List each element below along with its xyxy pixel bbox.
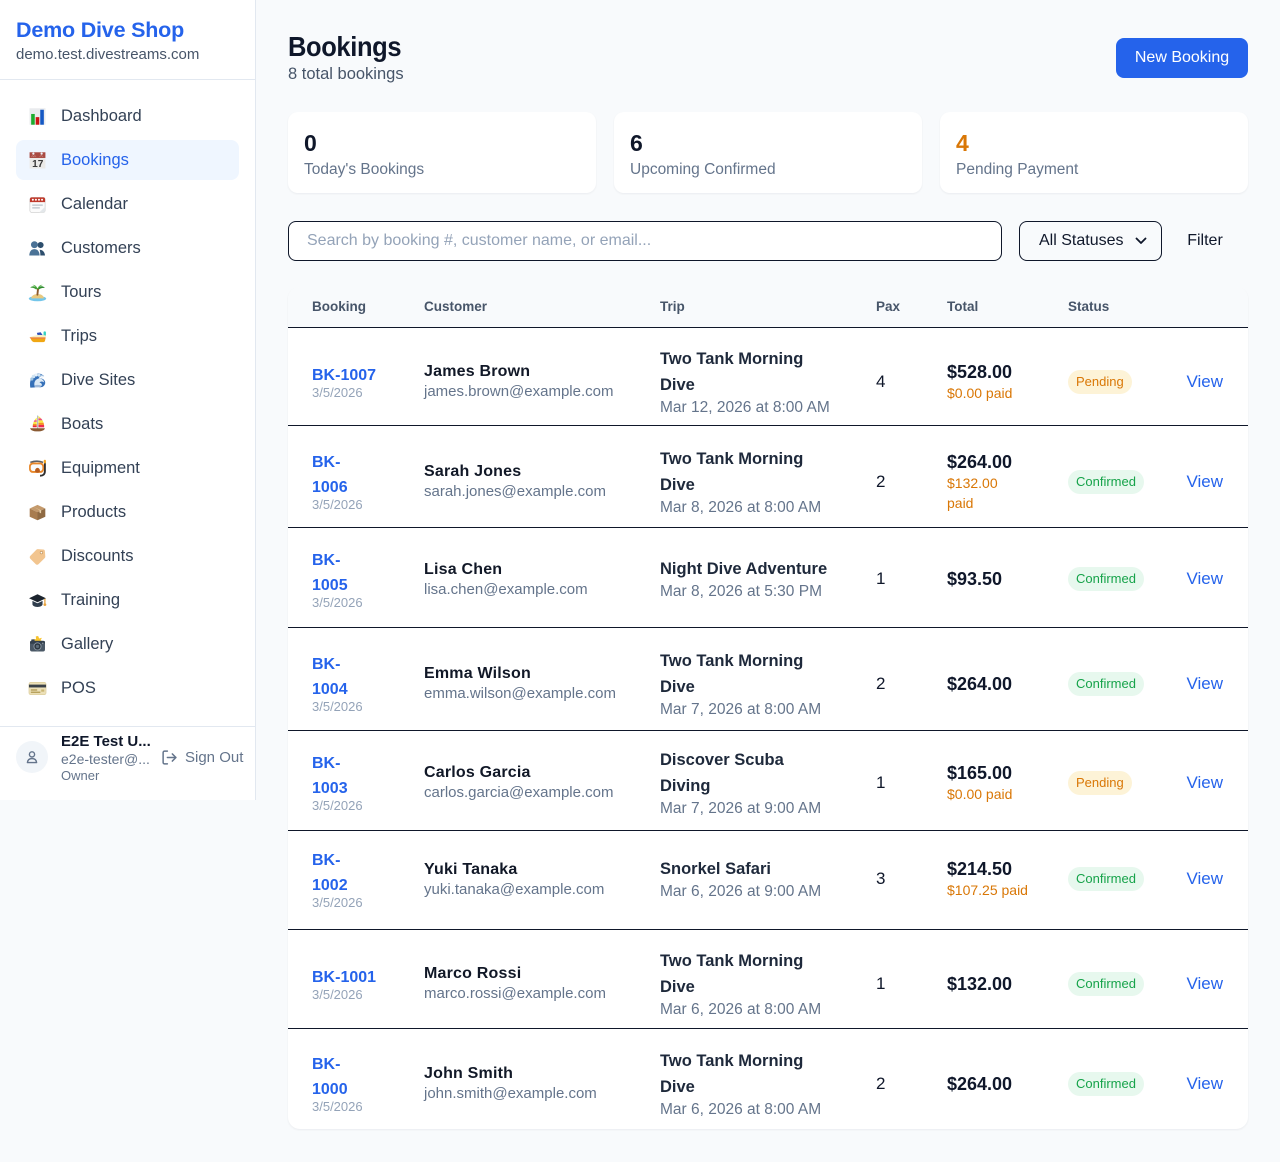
svg-text:17: 17 (32, 159, 44, 170)
